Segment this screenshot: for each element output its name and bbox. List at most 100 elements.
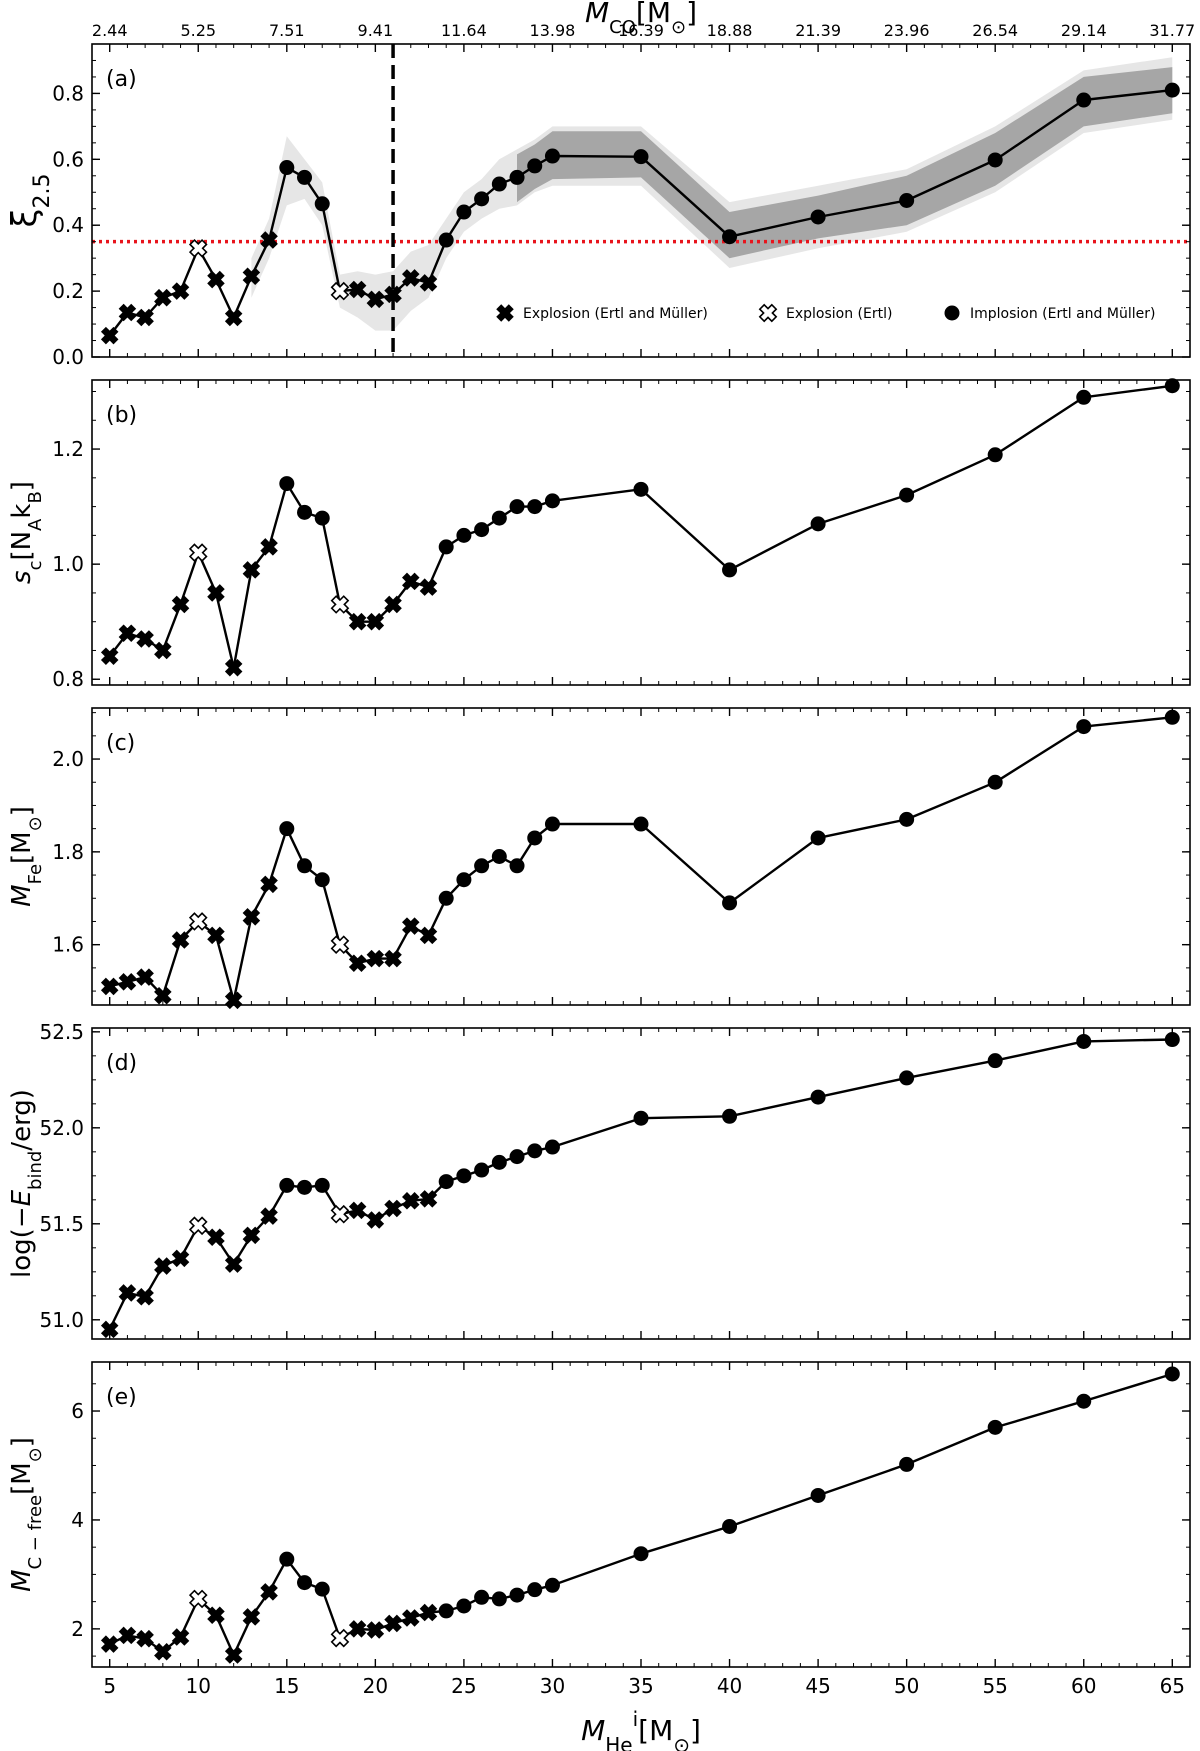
data-point [474,522,489,537]
y-tick-label: 51.5 [39,1212,84,1236]
legend: Explosion (Ertl and Müller) Explosion (Er… [497,305,1156,322]
data-point [332,1630,348,1646]
data-point [1076,719,1091,734]
data-point [634,1546,649,1561]
data-point [315,511,330,526]
data-point [297,505,312,520]
y-tick-label: 1.8 [52,840,84,864]
data-point [279,476,294,491]
data-point [439,539,454,554]
data-point [811,830,826,845]
legend-label: Explosion (Ertl) [786,306,892,322]
x-tick-label: 40 [717,1674,742,1698]
top-tick-label: 31.77 [1149,21,1195,40]
data-point [119,1285,135,1301]
data-point [545,1140,560,1155]
data-point [474,1163,489,1178]
data-point [634,817,649,832]
data-point [119,304,135,320]
x-axis-label: MHei[M⊙] [581,1707,701,1751]
data-point [510,170,525,185]
data-point [722,895,737,910]
data-point [439,1174,454,1189]
data-point [261,1208,277,1224]
top-tick-label: 23.96 [884,21,930,40]
data-point [403,918,419,934]
data-point [1076,1034,1091,1049]
y-axis-label: ξ2.5 [5,174,55,228]
axes [92,44,1190,1667]
data-point [456,1168,471,1183]
legend-label: Implosion (Ertl and Müller) [970,306,1155,322]
data-point [456,872,471,887]
panel-label: (b) [106,403,137,428]
data-point [492,511,507,526]
data-point [279,821,294,836]
top-tick-label: 7.51 [269,21,305,40]
data-point [155,642,171,658]
data-point [510,1149,525,1164]
x-tick-label: 5 [103,1674,116,1698]
series-line [110,717,1173,1000]
data-point [545,149,560,164]
data-point [155,1644,171,1660]
y-tick-label: 6 [71,1399,84,1423]
y-axis-label: MFe[M⊙] [7,806,46,907]
data-point [988,447,1003,462]
data-point [102,648,118,664]
data-point [190,1218,206,1234]
data-point [1165,83,1180,98]
data-point [172,1629,188,1645]
data-point [137,969,153,985]
data-point [208,585,224,601]
uncertainty-band-dark [517,67,1172,258]
data-point [315,196,330,211]
data-point [527,1143,542,1158]
data-point [899,193,914,208]
data-point [899,1070,914,1085]
y-tick-label: 0.8 [52,667,84,691]
data-point [315,1178,330,1193]
panel-c [102,710,1180,1009]
panel-e [102,1366,1180,1663]
data-point [349,1202,365,1218]
data-point [722,562,737,577]
data-point [208,1229,224,1245]
data-point [474,1590,489,1605]
y-tick-label: 52.0 [39,1116,84,1140]
data-point [297,1575,312,1590]
data-point [155,1258,171,1274]
data-point [988,152,1003,167]
data-point [527,830,542,845]
axes-frame [92,708,1190,1005]
series-line [110,386,1173,668]
data-point [988,1420,1003,1435]
data-point [899,1457,914,1472]
y-tick-label: 51.0 [39,1308,84,1332]
data-point [102,327,118,343]
panel-label: (c) [106,731,135,756]
top-tick-label: 21.39 [795,21,841,40]
data-point [1076,1394,1091,1409]
legend-marker [760,305,776,321]
y-tick-label: 0.8 [52,81,84,105]
y-tick-label: 1.0 [52,552,84,576]
data-point [137,309,153,325]
top-tick-label: 11.64 [441,21,487,40]
data-point [119,974,135,990]
data-point [988,1053,1003,1068]
data-point [492,849,507,864]
data-point [545,493,560,508]
data-point [899,488,914,503]
x-tick-label: 60 [1071,1674,1096,1698]
data-point [492,1155,507,1170]
data-point [439,891,454,906]
data-point [102,1636,118,1652]
data-point [439,1603,454,1618]
data-point [119,625,135,641]
data-point [899,812,914,827]
axis-text: 0.00.20.40.60.8(a)ξ2.50.81.01.2(b)sc[NAk… [5,0,1195,1751]
series-line [110,1374,1173,1655]
data-point [456,1599,471,1614]
data-point [190,913,206,929]
